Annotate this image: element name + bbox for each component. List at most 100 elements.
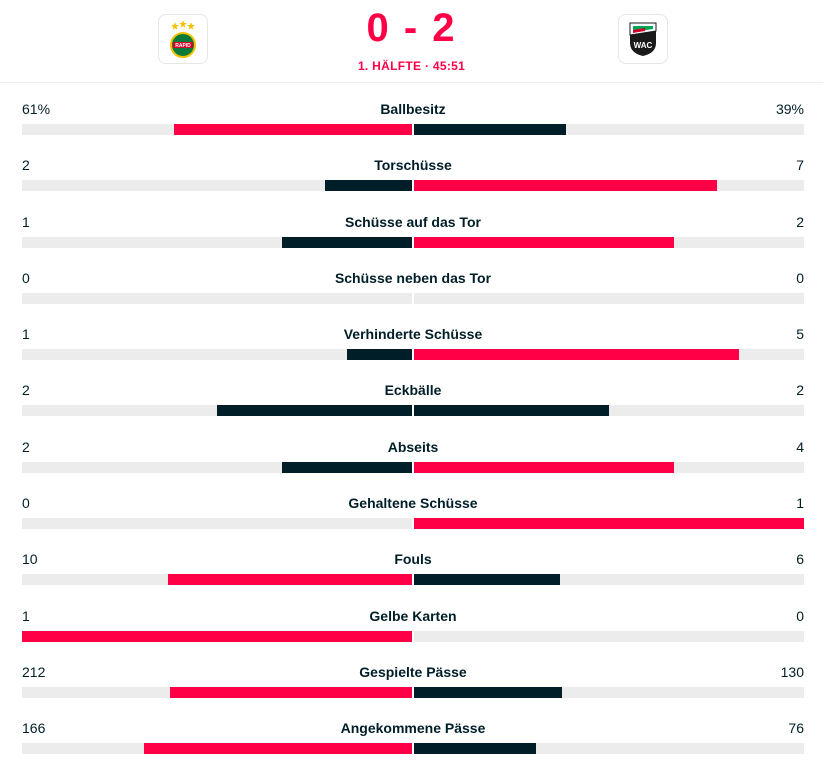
svg-text:WAC: WAC [634, 41, 653, 50]
stat-row: 2 Eckbälle 2 [22, 380, 804, 436]
home-bar-track [22, 292, 412, 304]
home-bar-fill [282, 236, 412, 248]
home-bar-track [22, 686, 412, 698]
home-bar-track [22, 743, 412, 755]
stat-row: 1 Verhinderte Schüsse 5 [22, 324, 804, 380]
stat-row-text: 2 Abseits 4 [22, 437, 804, 457]
stat-bars [22, 686, 804, 698]
home-bar-fill [174, 124, 412, 135]
away-team-logo[interactable]: WAC [618, 14, 668, 64]
away-stat-value: 39% [775, 101, 804, 117]
home-stat-value: 0 [22, 269, 30, 286]
stat-row: 166 Angekommene Pässe 76 [22, 718, 804, 774]
away-bar-fill [414, 236, 674, 248]
away-bar-fill [414, 180, 718, 192]
home-stat-value: 0 [22, 495, 30, 512]
stat-name: Fouls [394, 551, 432, 568]
home-stat-value: 2 [22, 157, 30, 174]
stat-row-text: 166 Angekommene Pässe 76 [22, 718, 804, 738]
home-stat-value: 61% [22, 101, 51, 117]
stats-list: 61% Ballbesitz 39% 2 Torschüsse 7 1 Schüsse auf… [22, 99, 804, 775]
rapid-crest-icon: RAPID [170, 20, 196, 58]
home-stat-value: 2 [22, 382, 30, 399]
stat-row: 0 Gehaltene Schüsse 1 [22, 493, 804, 549]
stat-row: 1 Schüsse auf das Tor 2 [22, 212, 804, 268]
stat-bars [22, 518, 804, 530]
away-bar-track [414, 349, 804, 361]
away-bar-fill [414, 574, 561, 586]
stat-bars [22, 180, 804, 192]
away-stat-value: 4 [796, 438, 804, 455]
stat-row-text: 2 Torschüsse 7 [22, 155, 804, 175]
stat-row: 1 Gelbe Karten 0 [22, 606, 804, 662]
home-stat-value: 10 [22, 551, 38, 568]
home-bar-track [22, 574, 412, 586]
svg-text:RAPID: RAPID [175, 43, 191, 49]
stat-bars [22, 630, 804, 642]
stat-row-text: 10 Fouls 6 [22, 549, 804, 569]
stat-name: Ballbesitz [380, 101, 446, 117]
wac-crest-icon: WAC [629, 22, 657, 56]
away-bar-track [414, 405, 804, 417]
match-score: 0 - 2 [366, 6, 457, 50]
home-bar-fill [217, 405, 412, 417]
stat-bars [22, 349, 804, 361]
stat-row-text: 212 Gespielte Pässe 130 [22, 662, 804, 682]
home-bar-fill [144, 743, 412, 755]
away-bar-track [414, 461, 804, 473]
stat-row: 212 Gespielte Pässe 130 [22, 662, 804, 718]
home-stat-value: 1 [22, 607, 30, 624]
home-team-logo[interactable]: RAPID [158, 14, 208, 64]
stat-bars [22, 405, 804, 417]
away-bar-track [414, 743, 804, 755]
away-bar-fill [414, 405, 609, 417]
stat-bars [22, 743, 804, 755]
stat-row: 0 Schüsse neben das Tor 0 [22, 268, 804, 324]
home-bar-fill [170, 686, 412, 698]
home-stat-value: 166 [22, 720, 46, 737]
away-bar-track [414, 518, 804, 530]
stat-row: 2 Abseits 4 [22, 437, 804, 493]
stat-name: Verhinderte Schüsse [343, 326, 483, 343]
away-bar-fill [414, 461, 674, 473]
stat-row-text: 0 Gehaltene Schüsse 1 [22, 493, 804, 513]
stat-bars [22, 574, 804, 586]
home-bar-track [22, 124, 412, 135]
stat-name: Torschüsse [374, 157, 452, 174]
match-period: 1. HÄLFTE · 45:51 [357, 59, 466, 73]
away-bar-track [414, 630, 804, 642]
home-bar-track [22, 518, 412, 530]
stat-row-text: 1 Verhinderte Schüsse 5 [22, 324, 804, 344]
away-bar-track [414, 686, 804, 698]
home-stat-value: 212 [22, 663, 46, 680]
away-stat-value: 2 [796, 382, 804, 399]
stat-row: 10 Fouls 6 [22, 549, 804, 605]
away-bar-fill [414, 124, 567, 135]
stat-name: Gehaltene Schüsse [348, 495, 478, 512]
away-stat-value: 0 [796, 269, 804, 286]
away-stat-value: 130 [780, 663, 804, 680]
home-bar-fill [282, 461, 412, 473]
away-bar-fill [414, 349, 739, 361]
stat-row-text: 0 Schüsse neben das Tor 0 [22, 268, 804, 288]
stat-bars [22, 461, 804, 473]
home-bar-track [22, 405, 412, 417]
stat-row: 61% Ballbesitz 39% [22, 99, 804, 155]
home-stat-value: 1 [22, 326, 30, 343]
home-bar-fill [347, 349, 412, 361]
away-bar-fill [414, 518, 804, 530]
stat-row-text: 61% Ballbesitz 39% [22, 99, 804, 119]
stat-bars [22, 236, 804, 248]
away-bar-track [414, 180, 804, 192]
stat-name: Schüsse auf das Tor [345, 213, 481, 230]
away-bar-track [414, 574, 804, 586]
stat-row: 2 Torschüsse 7 [22, 155, 804, 211]
away-stat-value: 6 [796, 551, 804, 568]
away-stat-value: 2 [796, 213, 804, 230]
stat-name: Gelbe Karten [369, 607, 457, 624]
home-bar-fill [168, 574, 412, 586]
home-stat-value: 2 [22, 438, 30, 455]
away-bar-fill [414, 686, 563, 698]
away-stat-value: 0 [796, 607, 804, 624]
home-bar-track [22, 630, 412, 642]
